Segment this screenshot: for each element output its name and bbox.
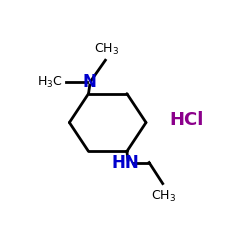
Text: N: N bbox=[83, 74, 97, 92]
Text: H$_3$C: H$_3$C bbox=[37, 75, 62, 90]
Text: HN: HN bbox=[112, 154, 140, 172]
Text: CH$_3$: CH$_3$ bbox=[94, 42, 119, 57]
Text: CH$_3$: CH$_3$ bbox=[152, 188, 176, 204]
Text: HCl: HCl bbox=[170, 111, 204, 129]
